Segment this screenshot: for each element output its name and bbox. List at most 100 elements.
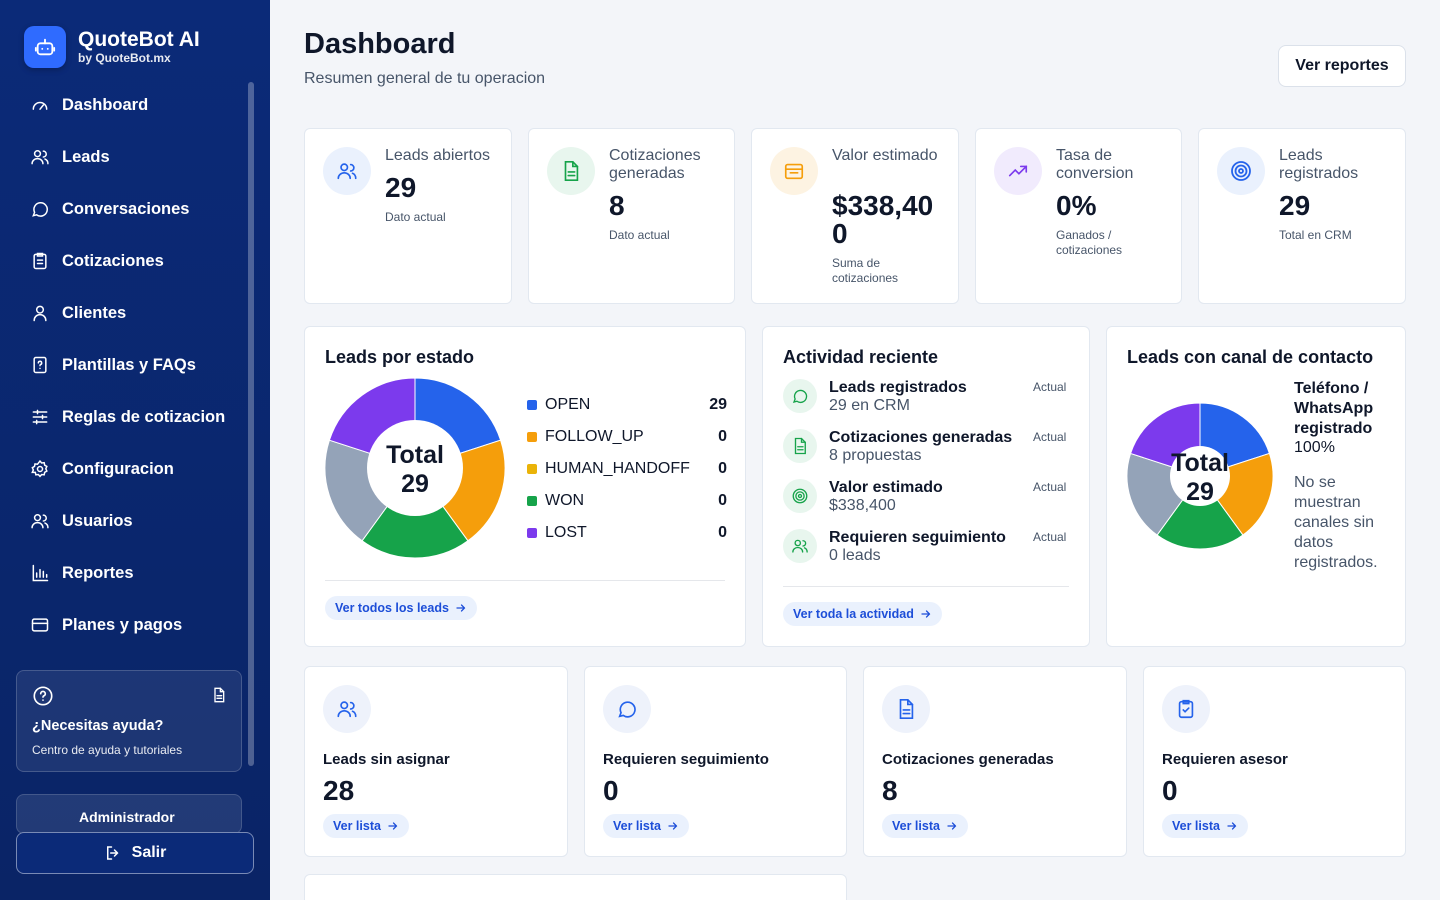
sidebar-item-clientes[interactable]: Clientes <box>16 287 238 339</box>
sidebar-item-label: Cotizaciones <box>62 251 164 270</box>
legend-label: LOST <box>545 524 587 541</box>
sidebar-item-reglas[interactable]: Reglas de cotizacion <box>16 391 238 443</box>
quick-card-label: Requieren seguimiento <box>603 751 769 768</box>
leads-estado-donut: Total 29 <box>325 378 505 558</box>
quick-card-value: 0 <box>603 775 619 806</box>
activity-title: Leads registrados <box>829 379 967 396</box>
arrow-right-icon <box>921 610 931 618</box>
sidebar-item-plantillas[interactable]: Plantillas y FAQs <box>16 339 238 391</box>
view-all-activity-link[interactable]: Ver toda la actividad <box>783 602 942 626</box>
arrow-right-icon <box>947 822 957 830</box>
sidebar-scrollbar[interactable] <box>248 82 254 766</box>
stat-label: Valor estimado <box>832 147 938 164</box>
legend-item: LOST 0 <box>527 523 727 543</box>
sidebar-item-configuracion[interactable]: Configuracion <box>16 443 238 495</box>
view-all-leads-link[interactable]: Ver todos los leads <box>325 596 477 620</box>
panel-title: Actividad reciente <box>783 347 939 367</box>
user-role: Administrador <box>79 809 175 825</box>
stat-label: Tasa de conversion <box>1056 147 1134 182</box>
sidebar-item-leads[interactable]: Leads <box>16 131 238 183</box>
legend-value: 0 <box>718 460 727 477</box>
sidebar-item-label: Dashboard <box>62 95 149 114</box>
canal-legend-title: Teléfono / WhatsApp registrado <box>1294 380 1374 437</box>
sidebar-item-label: Usuarios <box>62 511 133 530</box>
sidebar-item-label: Reglas de cotizacion <box>62 407 226 426</box>
stat-note: Dato actual <box>385 210 446 224</box>
stat-label: Cotizaciones generadas <box>609 147 701 182</box>
arrow-right-icon <box>668 822 678 830</box>
sliders-icon <box>32 409 48 425</box>
panel-title: Leads por estado <box>325 347 475 367</box>
activity-time: Actual <box>1033 480 1067 494</box>
activity-time: Actual <box>1033 430 1067 444</box>
sidebar-item-reportes[interactable]: Reportes <box>16 547 238 599</box>
donut-total-label: Total <box>1171 449 1229 477</box>
logout-label: Salir <box>131 844 167 861</box>
sidebar: QuoteBot AI by QuoteBot.mx Dashboard Lea… <box>0 0 270 900</box>
legend-value: 0 <box>718 524 727 541</box>
stat-label: Leads registrados <box>1279 147 1359 182</box>
view-list-link[interactable]: Ver lista <box>603 814 689 838</box>
stat-card-cotizaciones: Cotizaciones generadas 8 Dato actual <box>528 128 735 304</box>
help-title: ¿Necesitas ayuda? <box>32 718 164 734</box>
view-reports-button[interactable]: Ver reportes <box>1278 45 1406 87</box>
sidebar-nav: Dashboard Leads Conversaciones Cotizacio… <box>16 79 238 651</box>
leads-por-estado-panel: Leads por estado Total 29 OPEN 29 FOLLOW… <box>304 326 746 647</box>
sidebar-item-usuarios[interactable]: Usuarios <box>16 495 238 547</box>
donut-segment <box>1156 475 1244 549</box>
sidebar-item-conversaciones[interactable]: Conversaciones <box>16 183 238 235</box>
card-icon <box>31 618 49 632</box>
user-profile[interactable]: Administrador <box>16 794 242 834</box>
users-icon <box>323 147 371 195</box>
legend-label: HUMAN_HANDOFF <box>545 460 690 477</box>
panel-title: Leads con canal de contacto <box>1127 347 1374 367</box>
next-panel-partial <box>304 874 847 900</box>
legend-label: FOLLOW_UP <box>545 428 644 445</box>
legend-swatch <box>527 496 537 506</box>
activity-subtitle: 8 propuestas <box>829 447 922 464</box>
arrow-right-icon <box>1227 822 1237 830</box>
activity-title: Cotizaciones generadas <box>829 429 1013 446</box>
legend-value: 0 <box>718 428 727 445</box>
legend-swatch <box>527 432 537 442</box>
stat-note: Total en CRM <box>1279 228 1352 242</box>
users-icon <box>31 150 49 165</box>
link-label: Ver lista <box>1172 819 1220 833</box>
clipboard-icon <box>33 252 47 270</box>
brand-name: QuoteBot AI <box>78 28 200 51</box>
legend-item: OPEN 29 <box>527 395 727 415</box>
logout-button[interactable]: Salir <box>16 832 254 874</box>
activity-subtitle: $338,400 <box>829 497 896 514</box>
donut-total-value: 29 <box>1186 478 1214 506</box>
view-list-link[interactable]: Ver lista <box>882 814 968 838</box>
document-icon <box>547 147 595 195</box>
quick-card-label: Cotizaciones generadas <box>882 751 1054 768</box>
document-icon <box>783 429 817 463</box>
quick-card-value: 0 <box>1162 775 1178 806</box>
legend-swatch <box>527 400 537 410</box>
canal-donut: Total 29 <box>1127 403 1273 549</box>
link-label: Ver todos los leads <box>335 601 449 615</box>
sidebar-item-dashboard[interactable]: Dashboard <box>16 79 238 131</box>
stat-label: Leads abiertos <box>385 147 490 164</box>
link-label: Ver lista <box>892 819 940 833</box>
trending-up-icon <box>994 147 1042 195</box>
sidebar-item-planes[interactable]: Planes y pagos <box>16 599 238 651</box>
activity-time: Actual <box>1033 380 1067 394</box>
stat-note: Dato actual <box>609 228 670 242</box>
link-label: Ver toda la actividad <box>793 607 914 621</box>
canal-note: No se muestran canales sin datos registr… <box>1294 474 1378 571</box>
sidebar-item-cotizaciones[interactable]: Cotizaciones <box>16 235 238 287</box>
logout-icon <box>106 846 119 860</box>
link-label: Ver lista <box>613 819 661 833</box>
stat-value: 29 <box>385 172 417 203</box>
stat-card-conversion: Tasa de conversion 0% Ganados / cotizaci… <box>975 128 1182 304</box>
legend-swatch <box>527 464 537 474</box>
view-list-link[interactable]: Ver lista <box>323 814 409 838</box>
view-list-link[interactable]: Ver lista <box>1162 814 1248 838</box>
canal-legend-percent: 100% <box>1294 439 1335 456</box>
robot-icon <box>24 26 66 68</box>
brand[interactable]: QuoteBot AI by QuoteBot.mx <box>24 26 200 68</box>
sidebar-item-label: Clientes <box>62 303 127 322</box>
help-card[interactable]: ¿Necesitas ayuda? Centro de ayuda y tuto… <box>16 670 242 772</box>
